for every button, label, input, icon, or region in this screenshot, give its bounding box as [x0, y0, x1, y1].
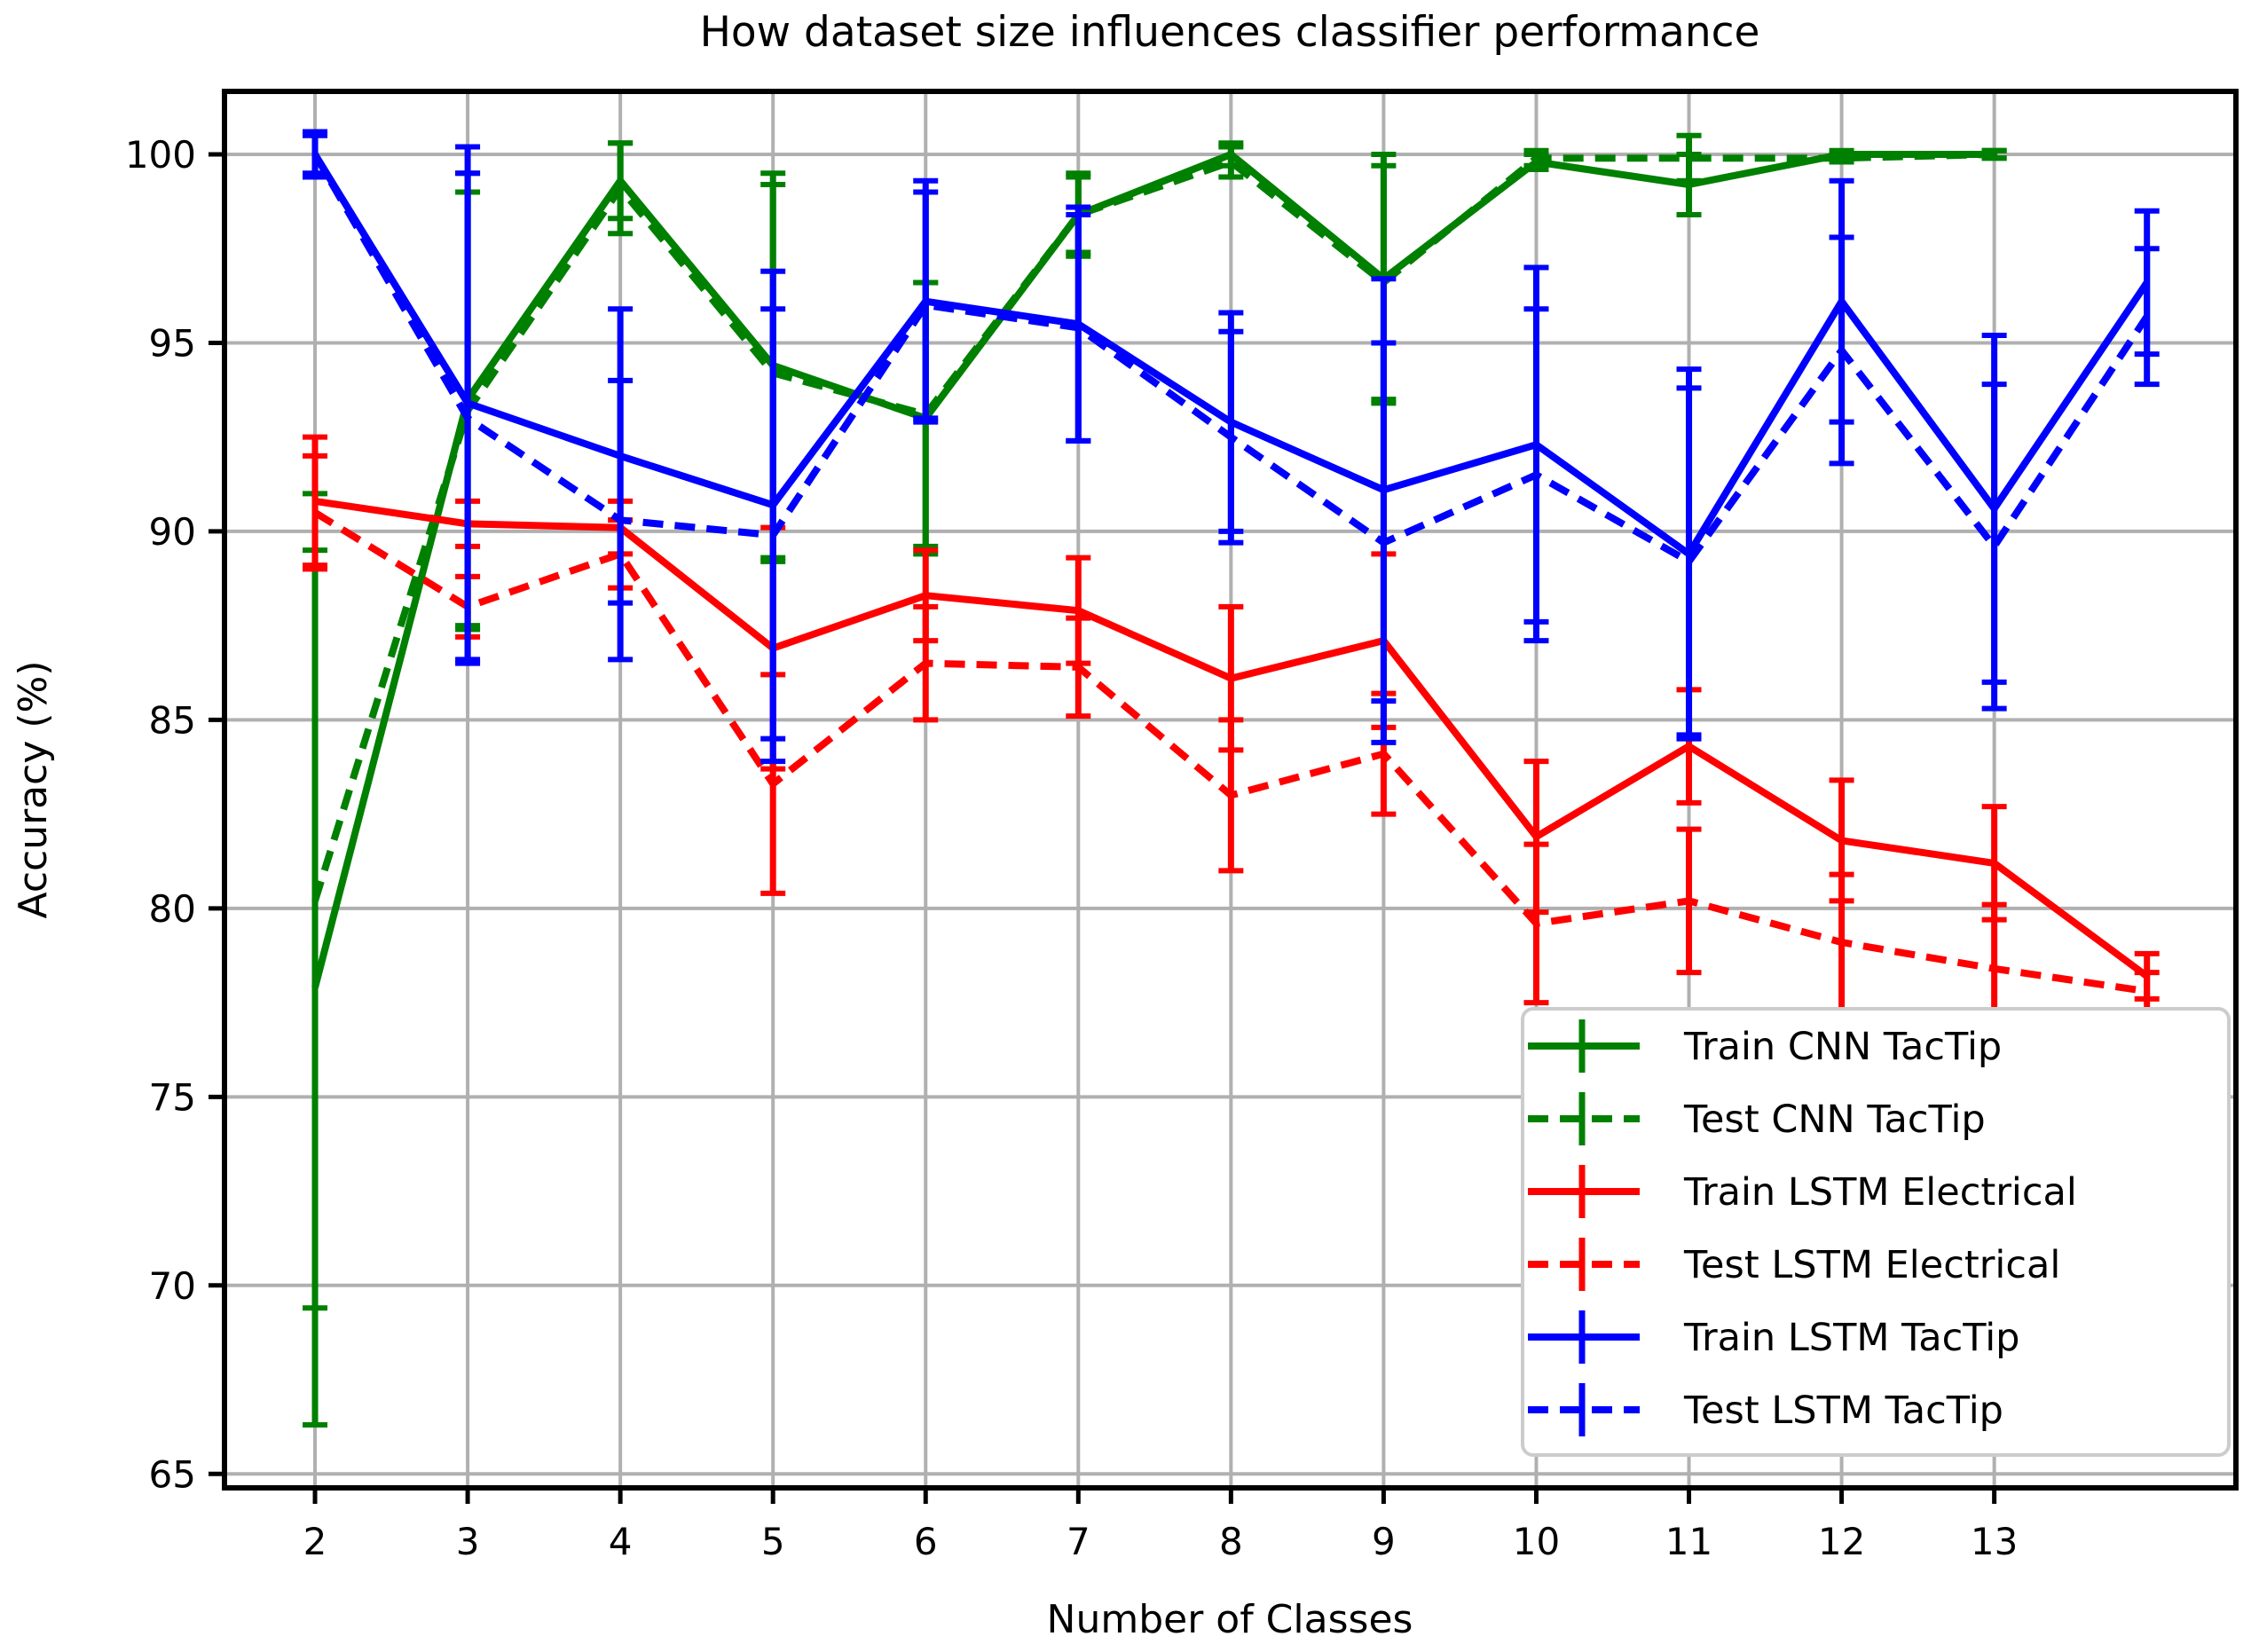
legend-entry: Train CNN TacTip — [1528, 1019, 2002, 1073]
legend-box — [1521, 1007, 2231, 1457]
x-tick-label: 13 — [1971, 1520, 2018, 1563]
x-tick-label: 9 — [1372, 1520, 1396, 1563]
chart-title: How dataset size influences classifier p… — [700, 8, 1760, 57]
y-tick-label: 90 — [149, 510, 196, 554]
y-tick-label: 65 — [149, 1452, 196, 1496]
x-axis-label: Number of Classes — [1047, 1597, 1413, 1642]
y-tick-label: 75 — [149, 1075, 196, 1119]
series-test-lstm-electrical — [303, 452, 2160, 1036]
y-tick-label: 85 — [149, 698, 196, 742]
legend: Train CNN TacTip Test CNN TacTip Train LST… — [1521, 1007, 2231, 1457]
series-test-lstm-tactip — [303, 132, 2160, 765]
legend-label: Test CNN TacTip — [1683, 1097, 1986, 1142]
data-series — [303, 129, 2160, 1428]
legend-label: Train CNN TacTip — [1683, 1025, 2002, 1069]
series-line — [312, 509, 2148, 995]
x-tick-label: 5 — [761, 1520, 785, 1563]
x-tick-label: 12 — [1818, 1520, 1865, 1563]
x-tick-label: 3 — [456, 1520, 480, 1563]
x-tick-label: 11 — [1665, 1520, 1712, 1563]
legend-entry: Test CNN TacTip — [1528, 1092, 1986, 1145]
x-tick-label: 4 — [609, 1520, 633, 1563]
x-tick-label: 8 — [1219, 1520, 1243, 1563]
legend-label: Train LSTM TacTip — [1683, 1316, 2019, 1360]
y-tick-label: 80 — [149, 887, 196, 931]
legend-label: Train LSTM Electrical — [1683, 1170, 2077, 1215]
y-axis-label: Accuracy (%) — [11, 660, 56, 918]
axis-ticks: 65 70 75 80 85 90 95 100 2 3 4 5 6 7 8 9 10 11 12 13 — [125, 133, 2019, 1563]
y-tick-label: 70 — [149, 1264, 196, 1308]
x-tick-label: 6 — [914, 1520, 938, 1563]
legend-entry: Train LSTM TacTip — [1528, 1310, 2019, 1364]
legend-label: Test LSTM TacTip — [1683, 1388, 2003, 1433]
legend-entry: Test LSTM TacTip — [1528, 1383, 2003, 1436]
legend-entry: Test LSTM Electrical — [1528, 1238, 2060, 1291]
y-tick-label: 95 — [149, 321, 196, 365]
legend-entry: Train LSTM Electrical — [1528, 1165, 2077, 1218]
legend-label: Test LSTM Electrical — [1683, 1243, 2060, 1287]
series-line — [311, 151, 1995, 989]
series-line — [311, 151, 1995, 902]
x-tick-label: 10 — [1513, 1520, 1560, 1563]
x-tick-label: 7 — [1067, 1520, 1090, 1563]
x-tick-label: 2 — [303, 1520, 327, 1563]
series-line — [311, 152, 2151, 565]
y-tick-label: 100 — [125, 133, 196, 177]
